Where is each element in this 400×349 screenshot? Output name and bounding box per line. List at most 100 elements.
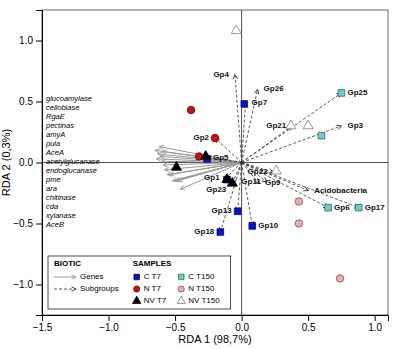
tick-label: −1.0 — [99, 322, 119, 333]
point — [249, 223, 256, 230]
plot-area — [42, 10, 388, 315]
vector-arrow — [220, 163, 241, 233]
vector-label: Gp18 — [194, 227, 215, 236]
tick: −1.0 — [13, 279, 42, 290]
axis-line — [43, 316, 389, 322]
vector-arrow — [242, 93, 342, 163]
tick-mark — [175, 315, 176, 321]
vector-arrow — [242, 126, 342, 163]
vector-label: Gp13 — [212, 206, 233, 215]
root: −1.5 −1.0 −0.5 0.0 0.5 1.0 −1.0 −0.5 0.0 0.5 1.0 RD… — [0, 10, 389, 345]
point — [295, 198, 302, 205]
tick-label: 0.0 — [235, 322, 249, 333]
tick: 0.5 — [19, 96, 42, 107]
vector-label: RgaE — [46, 112, 66, 121]
vector-label: pectinas — [45, 121, 74, 130]
tick-label: −1.5 — [33, 322, 53, 333]
legend-entry: Genes — [80, 272, 104, 281]
tick: 0.5 — [302, 315, 316, 333]
vector-label: Gp9 — [265, 178, 281, 187]
legend-arrow — [54, 277, 76, 278]
tick-mark — [36, 41, 42, 42]
tick: −1.5 — [33, 315, 53, 333]
vector-group — [155, 147, 242, 190]
vector-arrow — [242, 163, 309, 191]
legend-marker — [177, 296, 185, 303]
x-axis-title: RDA 1 (98,7%) — [178, 333, 251, 345]
tick-mark — [109, 315, 110, 321]
point — [295, 220, 302, 227]
tick-label: 1.0 — [368, 322, 382, 333]
vector-label: Acidobacteria — [314, 186, 367, 195]
series — [231, 25, 313, 174]
point — [171, 162, 181, 171]
legend-entry: NV T7 — [144, 296, 167, 305]
tick-mark — [242, 315, 243, 321]
legend-marker — [133, 296, 141, 303]
point — [338, 90, 345, 97]
legend-arrow — [54, 289, 76, 290]
tick: 0.0 — [235, 315, 249, 333]
vector-label: chitinase — [46, 193, 76, 202]
vector-label: AceA — [45, 148, 64, 157]
legend-entry: N T150 — [188, 284, 215, 293]
vector-arrow — [159, 147, 242, 163]
tick-label: 0.0 — [19, 157, 33, 168]
vector-label: Gp3 — [347, 121, 363, 130]
vector-arrow — [235, 75, 242, 163]
series — [171, 151, 237, 187]
legend-entry: C T150 — [188, 272, 215, 281]
vector-arrow — [155, 150, 242, 162]
tick-mark — [36, 285, 42, 286]
tick: 1.0 — [368, 315, 382, 333]
legend-title: SAMPLES — [133, 259, 172, 268]
tick-label: 1.0 — [19, 35, 33, 46]
legend: BIOTICGenesSubgroupsSAMPLESC T7N T7NV T7… — [48, 256, 231, 309]
point — [286, 120, 296, 129]
vector-label: glucoamylase — [46, 94, 92, 103]
vector-label: Gp6 — [334, 203, 350, 212]
point — [187, 106, 194, 113]
vector-arrow — [162, 161, 242, 162]
legend-entry: N T7 — [144, 284, 162, 293]
x-axis: −1.5 −1.0 −0.5 0.0 0.5 1.0 — [33, 315, 389, 333]
legend-marker — [134, 286, 140, 292]
vector-label: Gp26 — [264, 84, 285, 93]
point — [227, 177, 237, 186]
tick: −1.0 — [99, 315, 119, 333]
vector-label: cellobiase — [46, 103, 79, 112]
vector-label: amyA — [46, 130, 65, 139]
vector-label: Gp5 — [213, 153, 229, 162]
tick-mark — [36, 163, 42, 164]
vector-label: Gp23 — [206, 185, 227, 194]
vector-label: Gp10 — [258, 221, 279, 230]
tick: −0.5 — [13, 218, 42, 229]
tick: 1.0 — [19, 35, 42, 46]
point — [201, 151, 211, 160]
point — [318, 132, 325, 139]
vector-label: Gp25 — [347, 88, 368, 97]
vector-label: Gp4 — [213, 70, 229, 79]
legend-box — [48, 256, 231, 309]
legend-marker — [134, 274, 139, 279]
vector-label: Gp2 — [193, 133, 209, 142]
tick-label: −1.0 — [13, 279, 33, 290]
vector-label: xylanase — [45, 211, 76, 220]
point — [231, 25, 241, 34]
vector-label: acetylglucanase — [46, 157, 100, 166]
point — [336, 275, 343, 282]
point — [211, 134, 218, 141]
vector-label: cda — [46, 202, 58, 211]
vector-label: Gp1 — [204, 173, 220, 182]
tick-label: 0.5 — [302, 322, 316, 333]
tick-label: −0.5 — [13, 218, 33, 229]
chart: −1.5 −1.0 −0.5 0.0 0.5 1.0 −1.0 −0.5 0.0 0.5 1.0 RD… — [0, 0, 400, 349]
tick-label: −0.5 — [166, 322, 186, 333]
point — [271, 165, 281, 174]
tick-label: 0.5 — [19, 96, 33, 107]
vector-label: pme — [45, 175, 61, 184]
point — [241, 101, 248, 108]
legend-title: BIOTIC — [54, 259, 81, 268]
legend-entry: Subgroups — [80, 284, 119, 293]
point — [217, 229, 224, 236]
